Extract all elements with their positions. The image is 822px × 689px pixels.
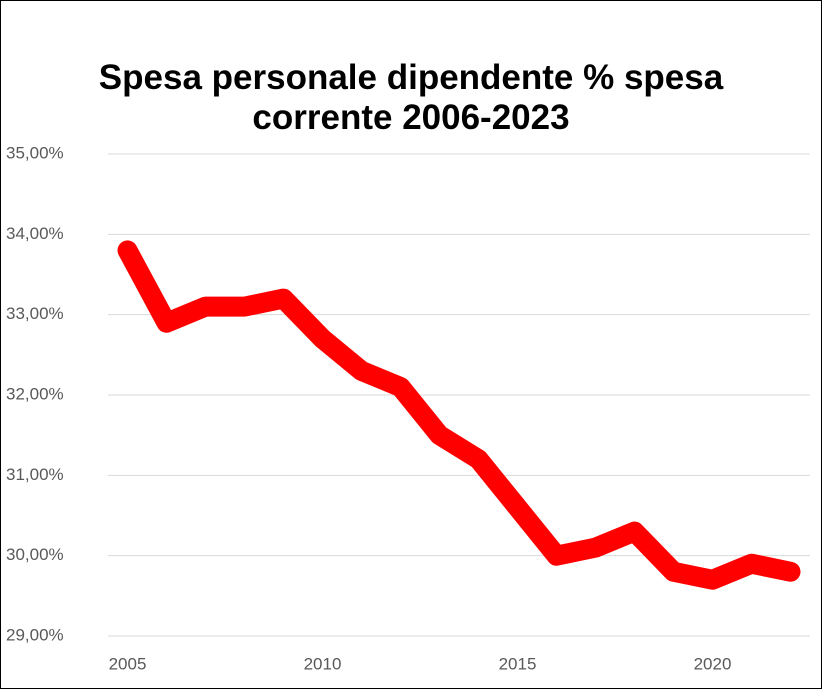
x-tick-label: 2005: [109, 654, 147, 673]
y-tick-label: 35,00%: [6, 143, 64, 162]
y-tick-label: 29,00%: [6, 625, 64, 644]
y-tick-label: 33,00%: [6, 304, 64, 323]
y-tick-label: 30,00%: [6, 545, 64, 564]
chart-title: Spesa personale dipendente % spesa corren…: [99, 58, 724, 137]
x-tick-label: 2015: [499, 654, 537, 673]
x-tick-label: 2020: [694, 654, 732, 673]
y-tick-label: 31,00%: [6, 465, 64, 484]
chart-title-text: Spesa personale dipendente % spesa corren…: [99, 58, 724, 137]
y-tick-label: 34,00%: [6, 224, 64, 243]
data-line: [117, 240, 801, 590]
y-tick-label: 32,00%: [6, 384, 64, 403]
x-tick-label: 2010: [304, 654, 342, 673]
